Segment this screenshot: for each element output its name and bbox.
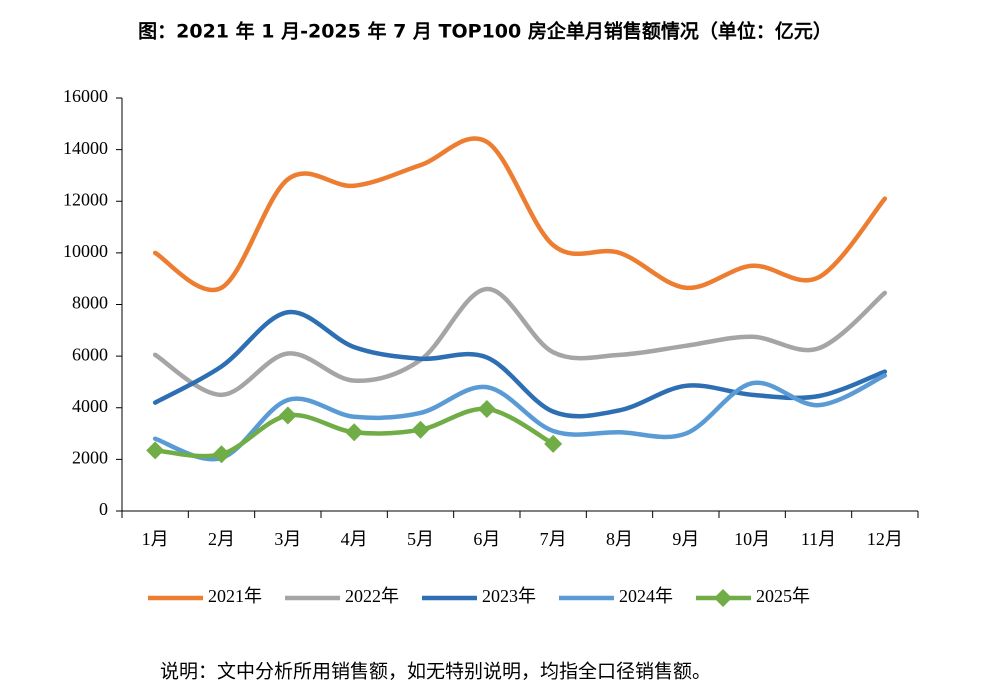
y-tick-label: 2000 [72,448,108,468]
x-tick-label: 7月 [540,529,567,549]
x-tick-label: 1月 [142,529,169,549]
series-line [152,136,888,293]
legend-label: 2025年 [756,586,810,606]
y-tick-label: 16000 [63,86,108,106]
x-tick-label: 11月 [801,529,836,549]
y-tick-label: 4000 [72,396,108,416]
x-tick-label: 9月 [672,529,699,549]
x-tick-label: 12月 [867,529,903,549]
marker [146,441,165,460]
marker [411,420,430,439]
y-tick-label: 12000 [63,189,108,209]
y-tick-label: 8000 [72,293,108,313]
x-tick-label: 8月 [606,529,633,549]
series-line [152,286,888,398]
marker [212,445,231,464]
marker [278,406,297,425]
y-tick-label: 0 [99,499,108,519]
marker [345,423,364,442]
legend-marker [714,589,732,607]
marker [544,434,563,453]
y-tick-label: 14000 [63,138,108,158]
x-tick-label: 2月 [208,529,235,549]
x-tick-label: 10月 [734,529,770,549]
y-tick-label: 6000 [72,344,108,364]
x-tick-label: 3月 [274,529,301,549]
chart-title: 图：2021 年 1 月-2025 年 7 月 TOP100 房企单月销售额情况… [138,20,832,43]
x-tick-label: 6月 [473,529,500,549]
marker [477,400,496,419]
x-tick-label: 5月 [407,529,434,549]
legend-label: 2023年 [482,586,536,606]
note: 说明：文中分析所用销售额，如无特别说明，均指全口径销售额。 [160,661,711,683]
series-line [152,373,888,462]
legend-label: 2021年 [208,586,262,606]
legend-label: 2022年 [345,586,399,606]
series-line [152,309,888,419]
legend-label: 2024年 [619,586,673,606]
x-tick-label: 4月 [341,529,368,549]
y-tick-label: 10000 [63,241,108,261]
